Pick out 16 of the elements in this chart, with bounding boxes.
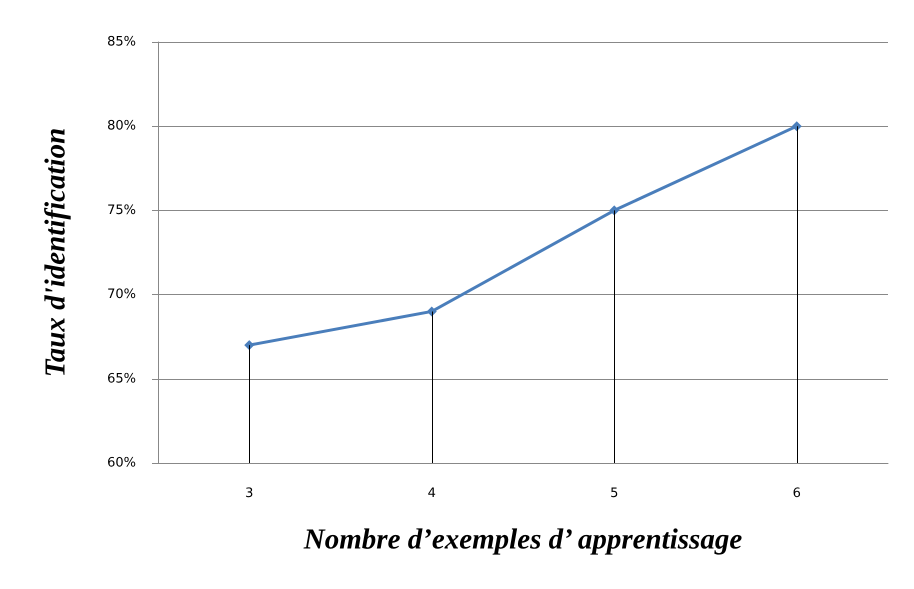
y-tick-label: 65% bbox=[107, 371, 136, 386]
y-axis-title: Taux d'identification bbox=[40, 128, 72, 378]
x-tick-label: 5 bbox=[610, 486, 618, 501]
x-axis-title: Nombre d’exemples d’ apprentissage bbox=[302, 524, 742, 556]
y-tick-label: 80% bbox=[107, 118, 136, 134]
point bbox=[426, 306, 437, 316]
x-tick-label: 4 bbox=[428, 486, 436, 501]
x-tick-label: 3 bbox=[245, 486, 254, 501]
y-tick-label: 70% bbox=[107, 287, 136, 302]
y-tick-label: 85% bbox=[107, 34, 136, 50]
point bbox=[792, 121, 802, 132]
y-tick-label: 75% bbox=[107, 202, 136, 218]
point bbox=[244, 340, 254, 350]
point bbox=[609, 205, 620, 216]
y-tick-label: 60% bbox=[107, 456, 136, 470]
x-tick-label: 6 bbox=[792, 486, 801, 501]
